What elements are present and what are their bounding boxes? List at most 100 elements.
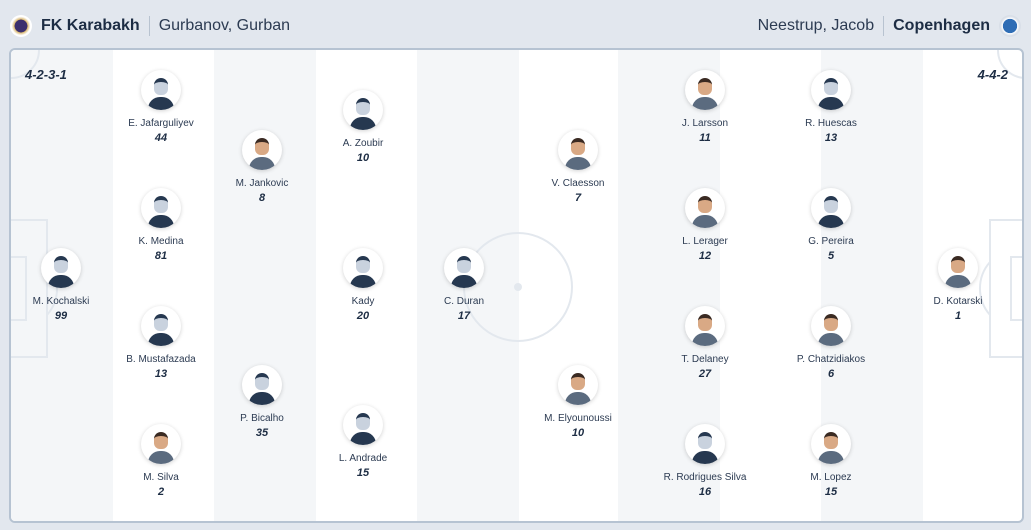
- divider: [148, 16, 150, 36]
- player-number: 11: [699, 132, 711, 144]
- player-number: 17: [457, 310, 471, 322]
- player-name: D. Kotarski: [933, 296, 983, 307]
- player-number: 13: [154, 368, 168, 380]
- player-avatar: [141, 306, 181, 346]
- player-number: 7: [574, 192, 582, 204]
- away-team-name[interactable]: Copenhagen: [893, 17, 990, 34]
- player-avatar: [685, 424, 725, 464]
- player-name: M. Silva: [143, 472, 179, 483]
- away-player[interactable]: R. Rodrigues Silva 16: [645, 424, 765, 498]
- away-player[interactable]: L. Lerager 12: [645, 188, 765, 262]
- home-player[interactable]: E. Jafarguliyev 44: [101, 70, 221, 144]
- player-number: 6: [827, 368, 835, 380]
- pitch: 4-2-3-1 4-4-2 M. Kochalski 99 E. Jafarguli…: [9, 48, 1024, 523]
- player-number: 15: [356, 467, 370, 479]
- player-avatar: [444, 248, 484, 288]
- player-number: 15: [824, 486, 838, 498]
- home-player[interactable]: L. Andrade 15: [303, 405, 423, 479]
- player-name: G. Pereira: [808, 236, 854, 247]
- pitch-markings: [11, 50, 1022, 358]
- player-avatar: [41, 248, 81, 288]
- player-number: 20: [356, 310, 370, 322]
- player-avatar: [242, 130, 282, 170]
- player-number: 99: [54, 310, 68, 322]
- home-player[interactable]: C. Duran 17: [404, 248, 524, 322]
- home-header: FK Karabakh Gurbanov, Gurban: [10, 12, 290, 40]
- home-player[interactable]: M. Silva 2: [101, 424, 221, 498]
- player-name: L. Lerager: [682, 236, 728, 247]
- player-number: 10: [356, 152, 370, 164]
- player-avatar: [141, 188, 181, 228]
- away-player[interactable]: M. Elyounoussi 10: [518, 365, 638, 439]
- home-player[interactable]: M. Jankovic 8: [202, 130, 322, 204]
- player-name: P. Bicalho: [240, 413, 284, 424]
- home-player[interactable]: A. Zoubir 10: [303, 90, 423, 164]
- player-number: 44: [154, 132, 168, 144]
- away-player[interactable]: M. Lopez 15: [771, 424, 891, 498]
- player-name: L. Andrade: [338, 453, 388, 464]
- home-player[interactable]: P. Bicalho 35: [202, 365, 322, 439]
- divider: [883, 16, 885, 36]
- away-player[interactable]: D. Kotarski 1: [898, 248, 1018, 322]
- player-avatar: [938, 248, 978, 288]
- player-name: M. Elyounoussi: [544, 413, 612, 424]
- player-avatar: [141, 70, 181, 110]
- player-avatar: [811, 306, 851, 346]
- player-avatar: [242, 365, 282, 405]
- away-player[interactable]: T. Delaney 27: [645, 306, 765, 380]
- home-player[interactable]: M. Kochalski 99: [11, 248, 121, 322]
- player-number: 8: [258, 192, 266, 204]
- copenhagen-crest-icon: [999, 15, 1021, 37]
- player-name: E. Jafarguliyev: [128, 118, 194, 129]
- player-name: P. Chatzidiakos: [796, 354, 866, 365]
- player-number: 27: [698, 368, 712, 380]
- player-number: 81: [154, 250, 168, 262]
- home-player[interactable]: B. Mustafazada 13: [101, 306, 221, 380]
- away-player[interactable]: P. Chatzidiakos 6: [771, 306, 891, 380]
- away-player[interactable]: V. Claesson 7: [518, 130, 638, 204]
- player-avatar: [343, 90, 383, 130]
- player-avatar: [558, 365, 598, 405]
- player-avatar: [685, 306, 725, 346]
- player-name: A. Zoubir: [342, 138, 384, 149]
- player-name: V. Claesson: [551, 178, 605, 189]
- home-coach[interactable]: Gurbanov, Gurban: [158, 17, 291, 34]
- away-coach[interactable]: Neestrup, Jacob: [757, 17, 875, 34]
- player-number: 1: [954, 310, 962, 322]
- player-avatar: [811, 188, 851, 228]
- player-name: M. Jankovic: [235, 178, 289, 189]
- home-player[interactable]: Kady 20: [303, 248, 423, 322]
- player-number: 5: [827, 250, 835, 262]
- home-formation: 4-2-3-1: [25, 67, 67, 82]
- player-name: K. Medina: [138, 236, 184, 247]
- player-name: R. Huescas: [805, 118, 857, 129]
- home-player[interactable]: K. Medina 81: [101, 188, 221, 262]
- away-player[interactable]: R. Huescas 13: [771, 70, 891, 144]
- player-avatar: [141, 424, 181, 464]
- player-avatar: [811, 424, 851, 464]
- player-number: 12: [698, 250, 712, 262]
- karabakh-crest-icon: [10, 15, 32, 37]
- player-number: 13: [824, 132, 838, 144]
- player-avatar: [685, 70, 725, 110]
- away-player[interactable]: G. Pereira 5: [771, 188, 891, 262]
- player-name: M. Lopez: [810, 472, 852, 483]
- player-name: B. Mustafazada: [126, 354, 196, 365]
- home-team-name[interactable]: FK Karabakh: [41, 17, 140, 34]
- player-avatar: [558, 130, 598, 170]
- player-number: 16: [698, 486, 712, 498]
- player-number: 10: [571, 427, 585, 439]
- away-formation: 4-4-2: [977, 67, 1008, 82]
- player-name: Kady: [351, 296, 375, 307]
- player-avatar: [343, 405, 383, 445]
- away-header: Neestrup, Jacob Copenhagen: [758, 12, 1021, 40]
- player-number: 2: [157, 486, 165, 498]
- player-name: M. Kochalski: [32, 296, 90, 307]
- player-name: R. Rodrigues Silva: [663, 472, 747, 483]
- away-player[interactable]: J. Larsson 11: [645, 70, 765, 144]
- player-name: C. Duran: [443, 296, 484, 307]
- player-name: T. Delaney: [681, 354, 729, 365]
- player-avatar: [343, 248, 383, 288]
- player-avatar: [685, 188, 725, 228]
- player-avatar: [811, 70, 851, 110]
